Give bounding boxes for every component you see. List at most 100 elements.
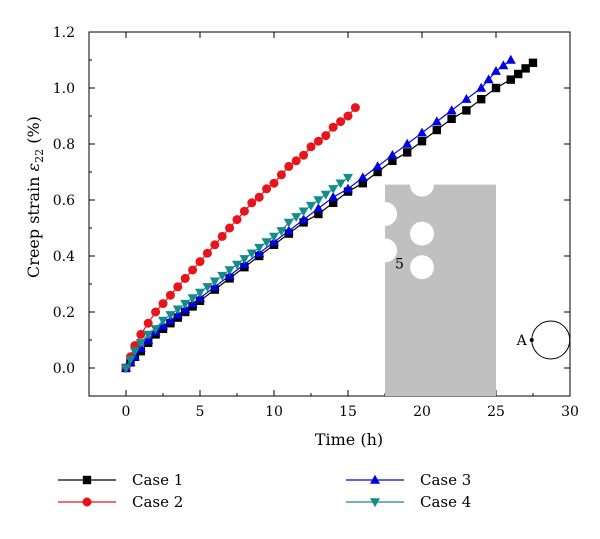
data-point (269, 178, 279, 188)
data-point (299, 150, 309, 160)
data-point (403, 148, 412, 157)
data-point (202, 248, 212, 258)
data-point (313, 196, 324, 206)
data-point (498, 60, 509, 70)
data-point (195, 288, 205, 298)
data-point (188, 265, 198, 275)
y-axis-label-subscript: 22 (33, 149, 46, 163)
data-point (283, 218, 294, 228)
specimen-inset: 5A (373, 172, 571, 396)
data-point (276, 170, 286, 180)
data-point (521, 64, 530, 73)
data-point (209, 277, 220, 287)
data-point (417, 137, 427, 146)
data-point (158, 316, 168, 326)
data-point (329, 198, 338, 207)
x-tick-label: 5 (196, 404, 205, 420)
data-point (202, 283, 213, 292)
data-point (173, 282, 183, 292)
data-point (328, 122, 338, 132)
data-point (210, 240, 220, 250)
data-point (291, 213, 302, 222)
data-point (461, 94, 472, 103)
data-point (491, 66, 501, 75)
legend-item: Case 1 (58, 471, 183, 489)
legend: Case 1 Case 2 Case 3 Case 4 (58, 471, 471, 511)
data-point (217, 271, 228, 281)
data-point (180, 299, 191, 309)
legend-label: Case 4 (420, 493, 471, 511)
data-point (225, 223, 235, 233)
data-point (262, 184, 272, 194)
data-point (373, 167, 382, 177)
data-point (313, 203, 324, 213)
data-point (195, 257, 205, 267)
legend-item: Case 3 (346, 471, 471, 489)
data-point (283, 225, 294, 235)
data-point (143, 330, 154, 340)
data-point (165, 290, 175, 300)
y-axis-label-symbol: ε (24, 163, 43, 172)
data-point (246, 249, 257, 259)
data-point (158, 299, 168, 309)
data-point (350, 103, 360, 113)
data-point (477, 95, 486, 104)
x-tick-label: 30 (561, 404, 579, 420)
data-point (172, 305, 183, 315)
data-point (417, 127, 427, 137)
data-point (357, 172, 368, 182)
x-axis-label: Time (h) (315, 430, 383, 449)
data-point (254, 243, 265, 253)
data-point (224, 266, 235, 276)
data-point (313, 136, 323, 146)
data-point (387, 150, 398, 159)
specimen-hole (410, 255, 434, 280)
data-point (232, 215, 242, 225)
legend-marker (82, 475, 92, 485)
data-point (343, 183, 353, 193)
data-point (432, 125, 441, 135)
series-layer (121, 54, 538, 374)
data-point (247, 198, 257, 208)
data-point (284, 161, 294, 171)
data-point (314, 209, 323, 219)
point-a-label: A (516, 333, 528, 349)
specimen-plate (385, 184, 496, 396)
data-point (321, 131, 331, 141)
legend-item: Case 2 (58, 493, 183, 511)
data-point (402, 138, 413, 148)
specimen-notch-left (373, 238, 397, 263)
y-axis-label-prefix: Creep strain (24, 171, 43, 278)
data-point (291, 156, 301, 166)
data-point (476, 82, 487, 92)
data-point (187, 294, 198, 304)
data-point (298, 207, 309, 217)
data-point (151, 307, 161, 317)
legend-marker (82, 497, 92, 507)
data-point (328, 185, 339, 194)
data-point (388, 156, 397, 165)
legend-label: Case 1 (132, 471, 183, 489)
data-point (136, 329, 146, 339)
data-point (358, 179, 367, 188)
legend-item: Case 4 (346, 493, 471, 511)
data-point (239, 206, 249, 216)
data-point (514, 69, 523, 79)
data-point (143, 318, 153, 328)
data-point (335, 179, 346, 189)
specimen-notch-top (410, 172, 434, 197)
series-case-2 (121, 103, 360, 373)
data-point (462, 106, 471, 115)
data-point (121, 364, 131, 374)
data-point (491, 83, 501, 93)
data-point (269, 232, 279, 242)
specimen-notch-left (373, 202, 397, 226)
detail-circle (531, 320, 571, 360)
x-tick-label: 25 (487, 404, 505, 420)
data-point (239, 255, 250, 264)
data-point (483, 74, 494, 84)
data-point (129, 347, 140, 357)
data-point (276, 227, 287, 236)
